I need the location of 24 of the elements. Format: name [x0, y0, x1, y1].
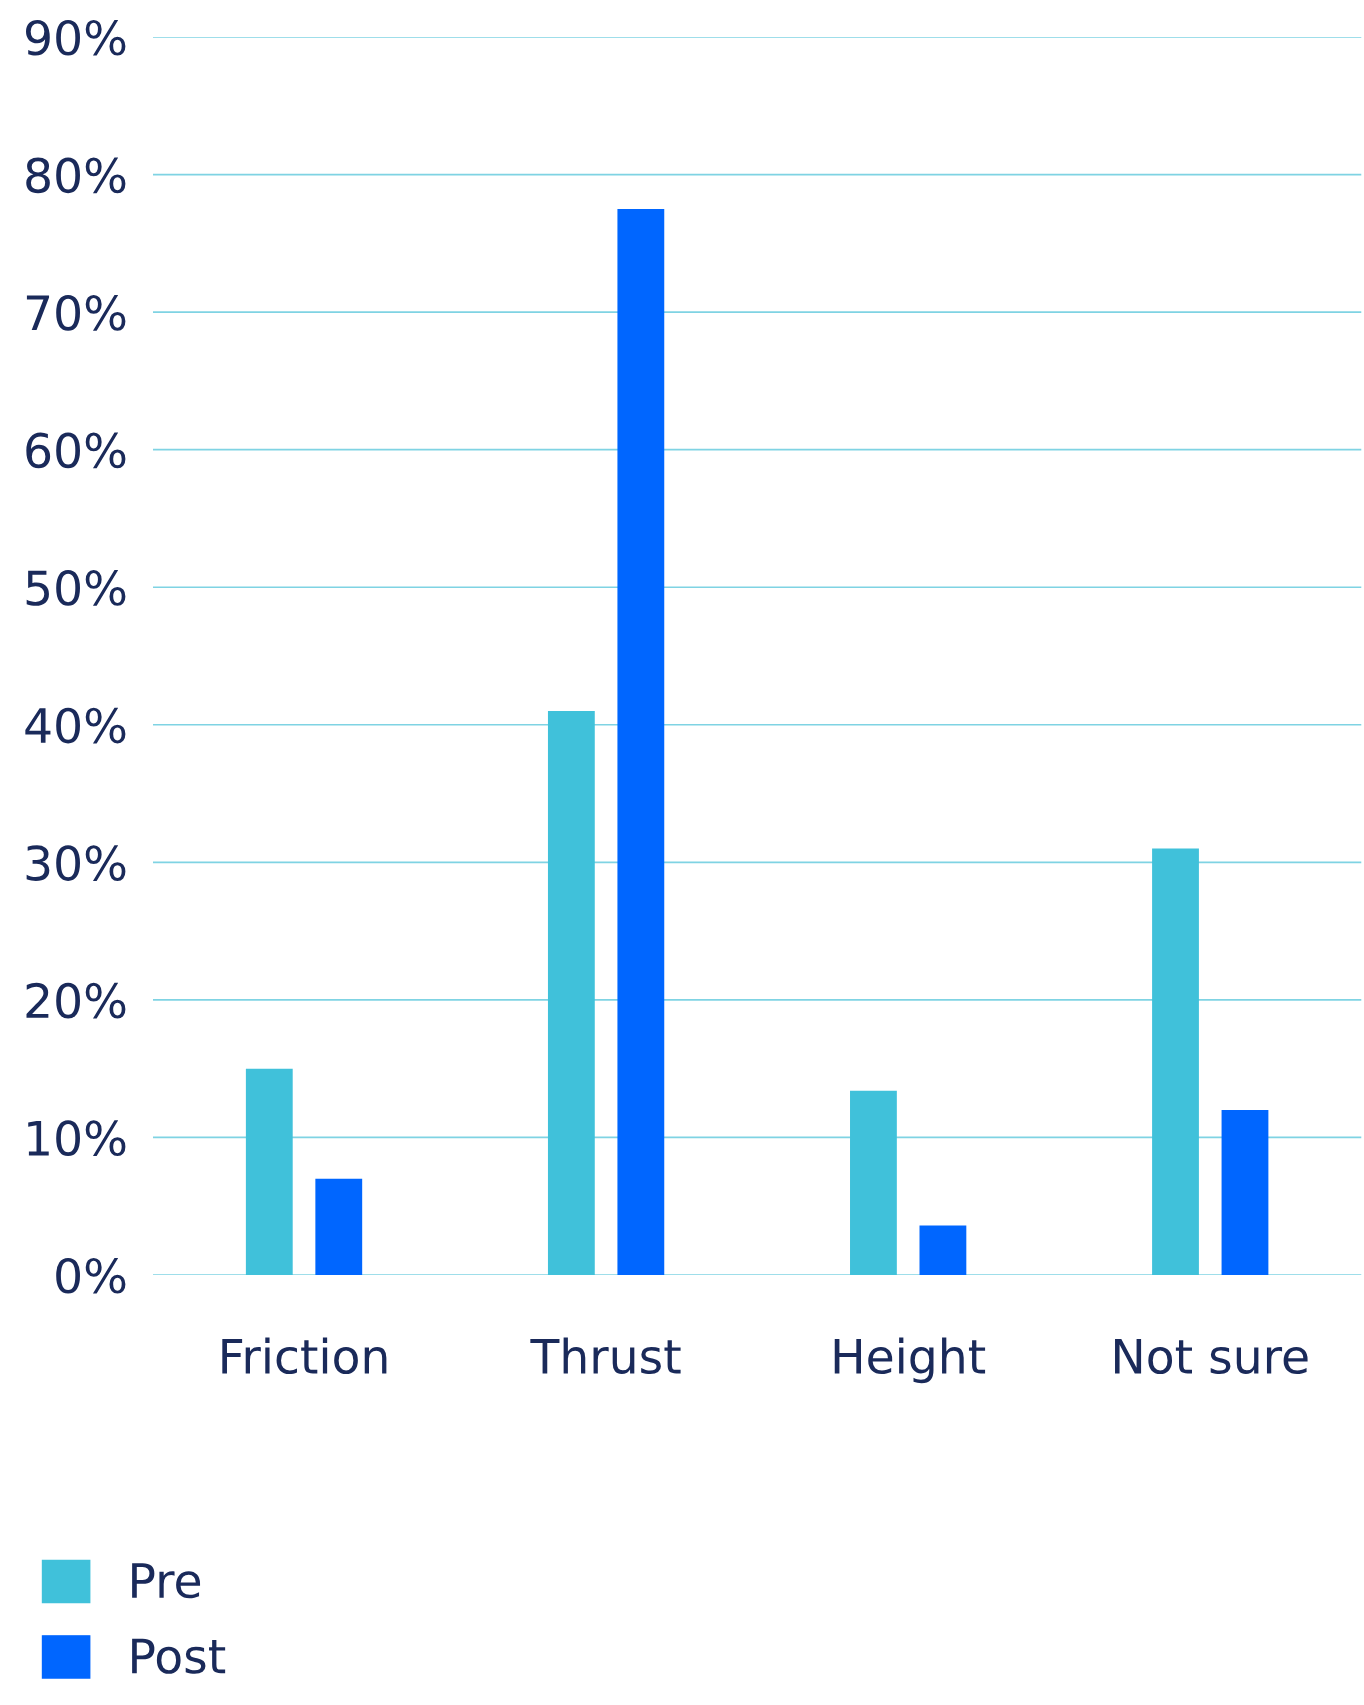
x-tick-label: Thrust: [530, 1337, 681, 1375]
legend-label: Pre: [132, 1563, 201, 1599]
y-tick-label: 60%: [26, 432, 126, 469]
x-tick-label: Height: [834, 1337, 986, 1384]
y-tick-label: 70%: [26, 295, 126, 331]
y-tick-label: 80%: [26, 157, 126, 194]
bar: [245, 1068, 293, 1275]
x-tick-label: Not sure: [1115, 1338, 1308, 1375]
y-tick-label: 40%: [25, 707, 126, 744]
y-tick-label: 20%: [26, 982, 126, 1019]
x-tick-label: Friction: [222, 1337, 387, 1375]
y-tick-label: 0%: [56, 1257, 126, 1294]
bar: [315, 1178, 363, 1275]
legend-label: Post: [132, 1638, 226, 1674]
bar: [1152, 848, 1199, 1275]
bar: [617, 208, 665, 1275]
bar: [919, 1225, 967, 1275]
y-tick-label: 10%: [28, 1120, 126, 1157]
bar: [850, 1090, 897, 1275]
y-tick-label: 50%: [26, 570, 126, 606]
bar: [547, 711, 595, 1275]
y-tick-label: 30%: [26, 845, 126, 881]
y-tick-label: 90%: [26, 19, 126, 56]
bar: [1221, 1109, 1269, 1275]
